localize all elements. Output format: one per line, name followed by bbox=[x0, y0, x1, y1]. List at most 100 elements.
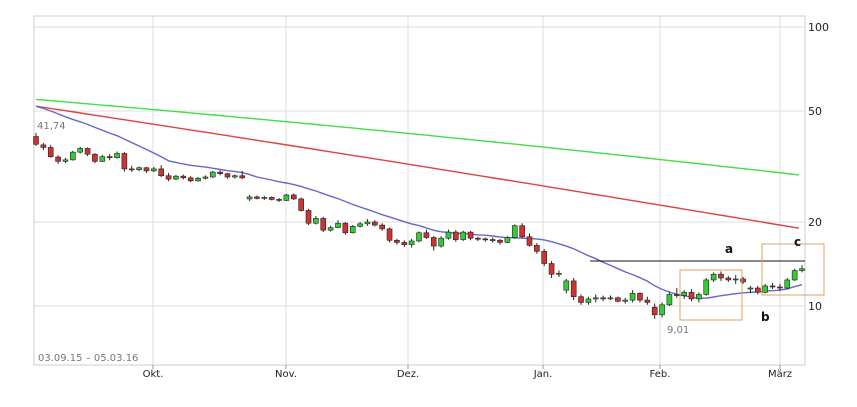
candle-body bbox=[747, 287, 754, 290]
candle bbox=[430, 236, 437, 251]
candle bbox=[180, 174, 187, 180]
candle-body bbox=[77, 148, 83, 153]
candle-body bbox=[489, 239, 496, 241]
candle-body bbox=[423, 232, 430, 238]
candle bbox=[696, 292, 702, 303]
candle bbox=[688, 289, 695, 302]
candle bbox=[703, 277, 710, 296]
candle-body bbox=[106, 156, 113, 159]
candle bbox=[511, 224, 518, 239]
candle-body bbox=[232, 175, 238, 178]
candle bbox=[725, 276, 732, 282]
candle-body bbox=[313, 218, 319, 224]
price-label-low: 9,01 bbox=[667, 325, 689, 336]
candle bbox=[114, 151, 120, 159]
candle bbox=[128, 165, 135, 173]
candle bbox=[121, 152, 128, 172]
candle bbox=[342, 222, 349, 235]
candle bbox=[92, 153, 98, 164]
candle bbox=[143, 166, 150, 173]
candle-body bbox=[349, 226, 356, 234]
candlesticks bbox=[33, 132, 805, 319]
moving-average-slow-line bbox=[35, 98, 800, 176]
candle bbox=[136, 166, 142, 172]
candle-body bbox=[548, 263, 555, 275]
candle bbox=[423, 229, 430, 239]
candle-body bbox=[673, 294, 680, 296]
candle bbox=[769, 282, 776, 290]
candle bbox=[460, 230, 466, 241]
candle bbox=[747, 285, 754, 294]
candle-body bbox=[261, 197, 268, 199]
candle bbox=[158, 165, 165, 177]
candle-body bbox=[386, 228, 393, 241]
candle-body bbox=[254, 196, 260, 199]
candle bbox=[209, 170, 216, 178]
candle-body bbox=[644, 299, 651, 303]
candle bbox=[246, 194, 253, 201]
candle bbox=[710, 272, 717, 282]
date-range-label: 03.09.15 – 05.03.16 bbox=[38, 353, 138, 364]
candle bbox=[732, 275, 739, 284]
moving-average-fast-line bbox=[35, 105, 803, 299]
candle bbox=[445, 229, 452, 240]
candle-body bbox=[121, 153, 128, 170]
candle-body bbox=[246, 196, 253, 200]
annotation-box-b bbox=[679, 269, 743, 321]
candle-body bbox=[799, 268, 805, 271]
candle-body bbox=[460, 231, 466, 240]
candle-body bbox=[327, 227, 334, 231]
candle-body bbox=[438, 237, 444, 247]
candle bbox=[681, 290, 687, 299]
moving-average-lines bbox=[35, 98, 803, 299]
annotation-shapes bbox=[590, 243, 825, 321]
candle bbox=[762, 283, 768, 294]
candle bbox=[187, 176, 194, 183]
candle bbox=[290, 193, 297, 200]
candle-body bbox=[276, 199, 282, 201]
candle bbox=[475, 236, 481, 241]
candle-body bbox=[497, 239, 503, 243]
candle bbox=[777, 283, 783, 292]
candle-body bbox=[158, 168, 165, 177]
candle-body bbox=[379, 224, 385, 230]
candle-body bbox=[209, 171, 216, 178]
candle bbox=[453, 230, 459, 242]
candle-body bbox=[62, 159, 69, 162]
candle-body bbox=[696, 294, 702, 300]
candle bbox=[519, 223, 525, 239]
x-axis-ticks: Okt. Nov. Dez. Jan. Feb. März bbox=[143, 365, 792, 380]
candle bbox=[718, 271, 724, 281]
candle-body bbox=[592, 297, 599, 300]
x-tick-label: Nov. bbox=[275, 369, 297, 380]
candle-body bbox=[320, 218, 327, 231]
candle bbox=[570, 277, 577, 301]
candle bbox=[394, 238, 400, 245]
candle-body bbox=[666, 294, 673, 306]
candle bbox=[357, 222, 363, 228]
candle-body bbox=[283, 194, 290, 201]
candle bbox=[305, 208, 312, 226]
candle-body bbox=[710, 273, 717, 281]
candle-body bbox=[519, 225, 525, 238]
candle bbox=[62, 157, 69, 164]
candle-body bbox=[40, 144, 47, 148]
candle-body bbox=[268, 197, 275, 200]
candle-body bbox=[615, 297, 621, 302]
candle bbox=[467, 230, 474, 241]
candle-body bbox=[239, 175, 246, 179]
candle bbox=[651, 303, 658, 319]
x-tick-label: Dez. bbox=[397, 369, 419, 380]
candle-body bbox=[165, 175, 172, 180]
candle-body bbox=[173, 175, 179, 180]
plot-frame bbox=[33, 15, 806, 366]
candle bbox=[327, 225, 334, 232]
candle bbox=[239, 170, 246, 180]
candle-body bbox=[585, 298, 592, 303]
candle-body bbox=[357, 223, 363, 227]
candle-body bbox=[725, 277, 732, 281]
candle-body bbox=[99, 156, 106, 162]
candle-body bbox=[430, 237, 437, 247]
y-axis-ticks: 100 50 20 10 bbox=[808, 21, 829, 313]
candle-body bbox=[364, 221, 371, 225]
